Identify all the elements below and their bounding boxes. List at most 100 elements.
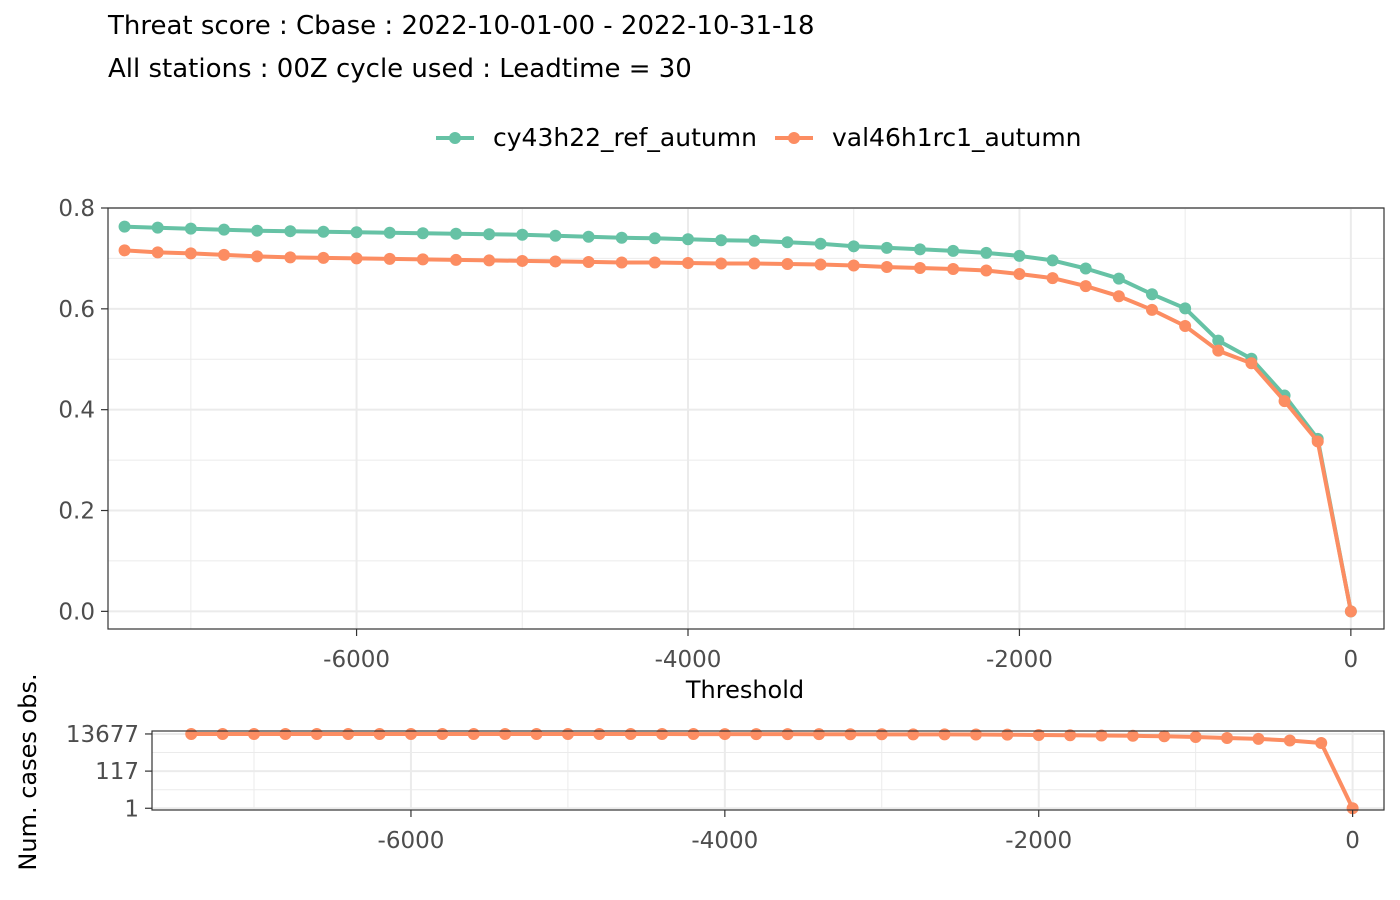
x-axis-title: Threshold (685, 676, 804, 704)
main-series-1-point (151, 221, 164, 234)
main-series-line-1 (122, 224, 1353, 614)
main-series-1-point (1046, 254, 1059, 267)
cases-series-1-point (342, 727, 355, 740)
y-tick-label: 0.0 (58, 599, 95, 625)
cases-series-1-point (907, 728, 920, 741)
y-tick-label: 0.8 (58, 196, 95, 222)
main-series-2-point (516, 254, 529, 267)
main-series-2-point (184, 247, 197, 260)
main-series-1-point (1112, 272, 1125, 285)
cases-series-1-point (593, 728, 606, 741)
cases-panel-border (151, 730, 1385, 811)
cases-series-1-point (248, 727, 261, 740)
cases-series-1-point (1001, 728, 1014, 741)
main-series-2-point (350, 252, 363, 265)
x-tick-label: -2000 (1005, 828, 1072, 854)
cases-series-1-point (1189, 730, 1202, 743)
main-series-1-point (450, 227, 462, 240)
main-series-1-point (317, 225, 330, 238)
y-tick-label: 1 (124, 796, 139, 822)
main-series-2-point (980, 264, 993, 277)
main-series-2-point (218, 248, 230, 261)
y-tick-label: 0.6 (58, 297, 95, 323)
main-series-1-point (814, 237, 827, 250)
cases-series-1-point (813, 728, 826, 741)
main-series-1-point (549, 229, 562, 242)
main-series-2-point (1112, 290, 1125, 303)
cases-series-1-point (279, 727, 292, 740)
main-series-1-point (715, 234, 728, 247)
main-series-2-point (947, 263, 960, 276)
cases-series-1-point (938, 728, 951, 741)
threat-score-panel: -6000 -4000 -2000 0 0.0 0.2 0.4 0.6 0.8 (58, 196, 1385, 673)
main-series-2-point (416, 253, 429, 266)
cases-series-1-point (373, 727, 386, 740)
main-series-1-point (383, 226, 396, 239)
main-series-1-point (648, 232, 661, 245)
main-series-2-point (483, 254, 496, 267)
main-series-1-point (1146, 288, 1158, 301)
main-series-1-point (682, 233, 694, 246)
main-series-1-point (218, 223, 230, 236)
cases-series-1-point (1221, 731, 1234, 744)
cases-series-1-point (310, 727, 323, 740)
main-series-2-point (682, 256, 694, 269)
legend-label-series-2: val46h1rc1_autumn (832, 123, 1082, 152)
main-series-2-point (118, 244, 131, 257)
main-series-2-point (615, 256, 628, 269)
cases-series-1-point (656, 728, 669, 741)
y-tick-label: 117 (95, 759, 139, 785)
chart-title: Threat score : Cbase : 2022-10-01-00 - 2… (107, 11, 814, 41)
cases-series-1-point (844, 728, 857, 741)
cases-series-1-point (499, 728, 512, 741)
main-series-1-point (184, 222, 197, 235)
x-tick-label: -4000 (655, 647, 722, 673)
cases-series-1-point (1064, 729, 1077, 742)
main-series-2-point (1046, 272, 1059, 285)
main-series-2-point (251, 250, 264, 263)
cases-series-1-point (1032, 728, 1045, 741)
main-series-1-point (980, 246, 993, 259)
main-series-2-point (582, 255, 595, 268)
main-series-1-point (416, 227, 429, 240)
cases-series-1-point (750, 728, 763, 741)
legend-key-point-series-2 (788, 132, 800, 144)
cases-series-1-point (404, 728, 417, 741)
legend-item-series-2: val46h1rc1_autumn (775, 123, 1082, 152)
cases-series-1-point (530, 728, 543, 741)
main-series-2-point (1311, 435, 1324, 448)
x-tick-label: 0 (1345, 828, 1360, 854)
x-tick-label: 0 (1344, 647, 1359, 673)
main-series-2-point (1212, 344, 1225, 357)
x-tick-label: -4000 (691, 828, 758, 854)
main-series-1-point (748, 234, 761, 247)
main-series-1-point (582, 230, 595, 243)
main-series-2-point (781, 257, 794, 270)
num-cases-panel: -6000 -4000 -2000 0 1 117 13677 (66, 722, 1385, 854)
x-tick-label: -6000 (323, 647, 390, 673)
legend-key-point-series-1 (449, 132, 461, 144)
main-series-2-point (1278, 395, 1291, 408)
cases-series-1-point (185, 727, 198, 740)
main-series-2-point (847, 259, 860, 272)
main-series-2-point (914, 261, 926, 274)
cases-series-1-point (561, 728, 574, 741)
main-series-1-point (947, 244, 960, 257)
cases-series-1-point (1126, 729, 1139, 742)
main-series-2-point (317, 251, 330, 264)
main-series-1-point (483, 228, 496, 241)
cases-series-1-point (436, 728, 449, 741)
main-panel-border (107, 207, 1385, 630)
cases-series-1-point (1158, 730, 1171, 743)
main-series-1-point (350, 226, 363, 239)
main-series-2-point (450, 253, 462, 266)
legend: cy43h22_ref_autumn val46h1rc1_autumn (436, 123, 1082, 152)
main-series-2-point (383, 252, 396, 265)
legend-label-series-1: cy43h22_ref_autumn (493, 123, 757, 152)
main-series-2-point (1179, 319, 1192, 332)
cases-series-1-point (1283, 734, 1296, 747)
main-series-1-point (914, 243, 926, 256)
main-series-1-point (284, 225, 297, 238)
main-series-1-point (781, 236, 794, 249)
